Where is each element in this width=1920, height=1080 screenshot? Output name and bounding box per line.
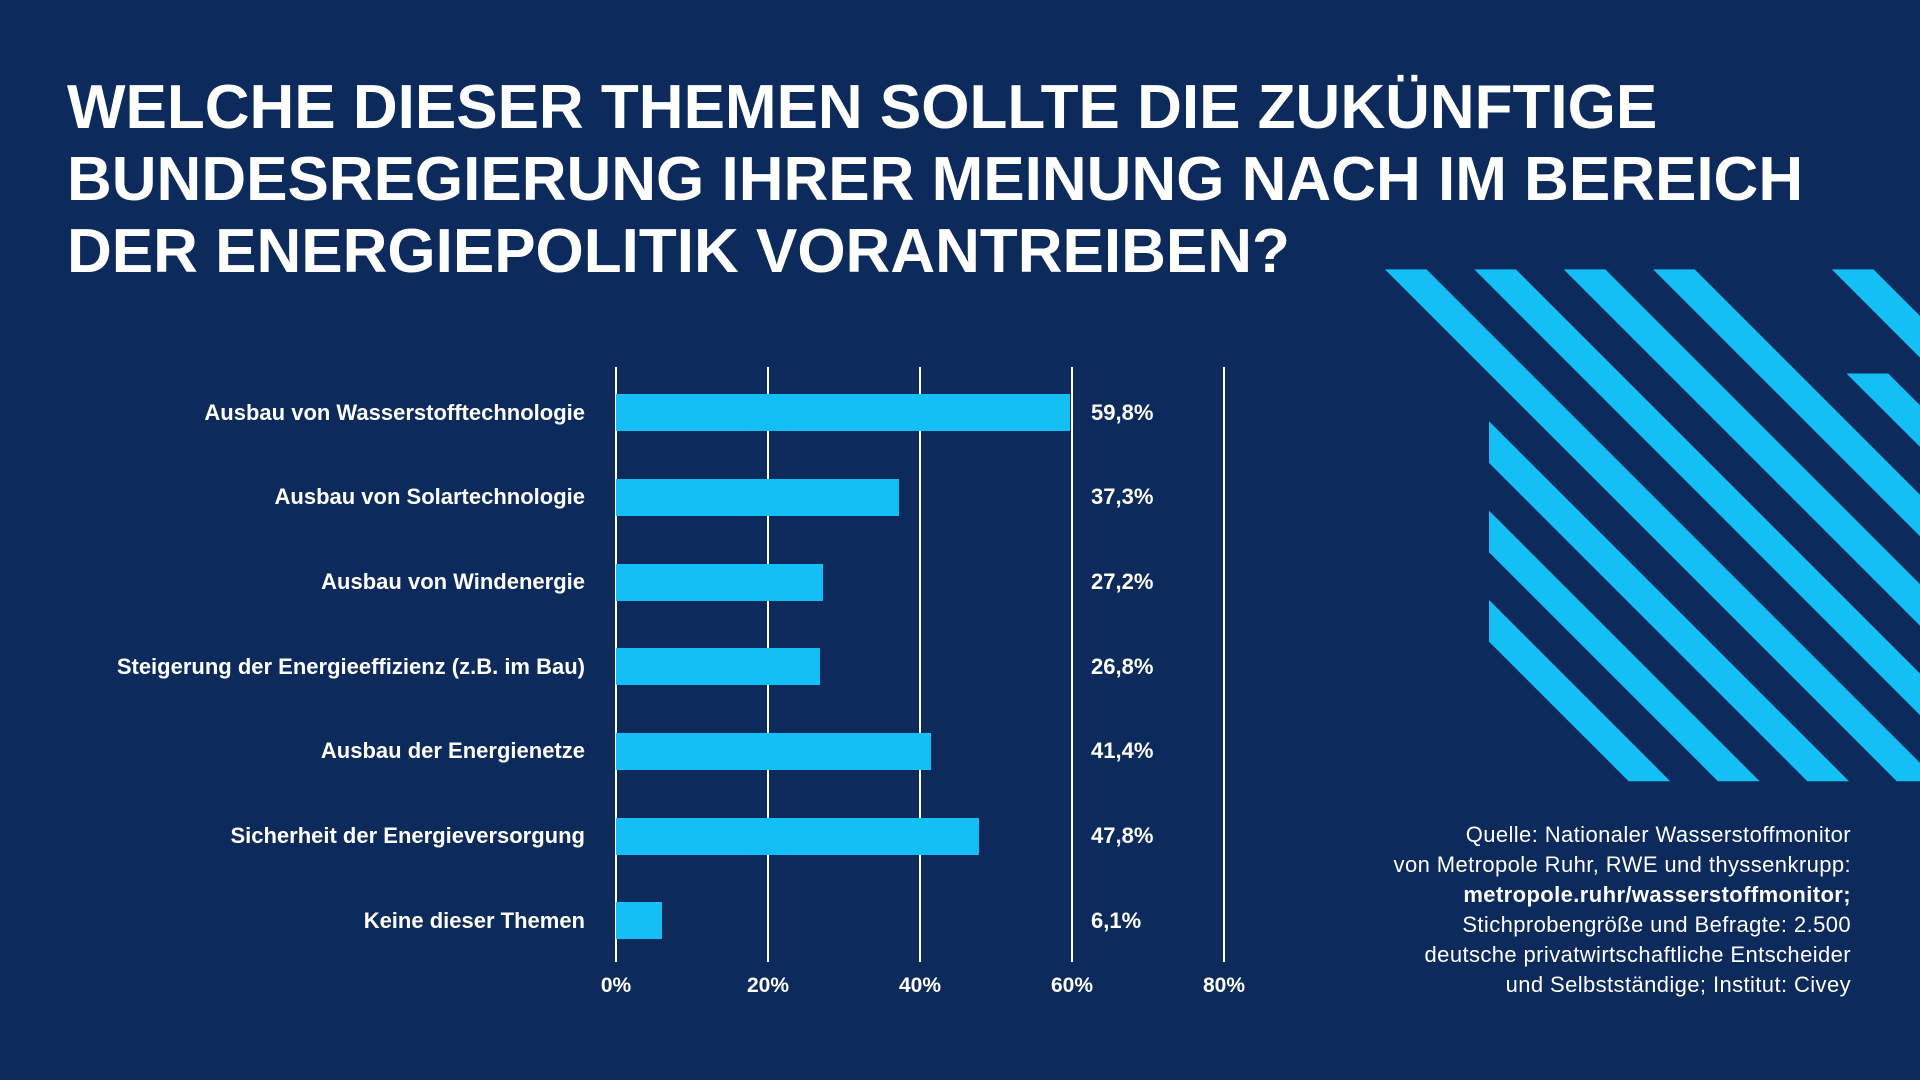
category-label-ausbau-von-solartechnologie: Ausbau von Solartechnologie — [274, 484, 585, 510]
category-label-ausbau-der-energienetze: Ausbau der Energienetze — [320, 738, 585, 764]
bar-ausbau-von-solartechnologie — [616, 478, 900, 516]
category-label-steigerung-der-energieeffizienz-z-b-im-bau: Steigerung der Energieeffizienz (z.B. im… — [116, 653, 585, 679]
decor-stripe — [1489, 600, 1671, 782]
x-tick-label-60: 60% — [1050, 974, 1094, 997]
source-line: und Selbstständige; Institut: Civey — [1505, 972, 1851, 997]
value-label-ausbau-von-solartechnologie: 37,3% — [1091, 484, 1154, 510]
category-label-sicherheit-der-energieversorgung: Sicherheit der Energieversorgung — [230, 823, 585, 849]
decor-stripe — [1846, 373, 1920, 447]
source-url: metropole.ruhr/wasserstoffmonitor; — [1463, 882, 1851, 907]
source-note: Quelle: Nationaler Wasserstoffmonitor vo… — [1151, 820, 1851, 1000]
value-label-keine-dieser-themen: 6,1% — [1091, 907, 1142, 933]
horizontal-bar-chart: 0% 20% 40% 60% 80% Ausbau von Wasserstofftech… — [0, 340, 1300, 1020]
value-label-ausbau-der-energienetze: 41,4% — [1091, 738, 1154, 764]
value-label-steigerung-der-energieeffizienz-z-b-im-bau: 26,8% — [1091, 653, 1154, 679]
gridline-60 — [1071, 367, 1073, 962]
bar-keine-dieser-themen — [616, 902, 663, 940]
x-tick-label-40: 40% — [898, 974, 942, 997]
gridline-80 — [1223, 367, 1225, 962]
value-label-ausbau-von-wasserstofftechnologie: 59,8% — [1091, 399, 1154, 425]
category-label-ausbau-von-wasserstofftechnologie: Ausbau von Wasserstofftechnologie — [204, 399, 585, 425]
decor-stripe — [1489, 510, 1760, 782]
value-label-sicherheit-der-energieversorgung: 47,8% — [1091, 823, 1154, 849]
decor-stripe — [1474, 269, 1920, 716]
source-line: Stichprobengröße und Befragte: 2.500 — [1462, 912, 1851, 937]
decor-stripe — [1653, 269, 1920, 537]
page-title: WELCHE DIESER THEMEN SOLLTE DIE ZUKÜNFTI… — [67, 73, 1804, 286]
x-tick-label-80: 80% — [1202, 974, 1246, 997]
source-line: Quelle: Nationaler Wasserstoffmonitor — [1465, 822, 1851, 847]
bar-ausbau-von-wasserstofftechnologie — [616, 394, 1071, 432]
bar-steigerung-der-energieeffizienz-z-b-im-bau — [616, 648, 820, 686]
category-label-ausbau-von-windenergie: Ausbau von Windenergie — [321, 569, 585, 594]
source-line: deutsche privatwirtschaftliche Entscheid… — [1424, 942, 1851, 967]
decor-stripe — [1384, 269, 1920, 782]
x-tick-label-20: 20% — [746, 974, 790, 997]
decor-stripe — [1563, 269, 1920, 626]
bar-sicherheit-der-energieversorgung — [616, 817, 980, 855]
decor-stripe — [1489, 421, 1849, 782]
bar-ausbau-von-windenergie — [616, 563, 823, 601]
x-tick-label-0: 0% — [600, 974, 632, 997]
category-label-keine-dieser-themen: Keine dieser Themen — [363, 907, 585, 933]
value-label-ausbau-von-windenergie: 27,2% — [1091, 569, 1154, 594]
decor-stripe — [1831, 269, 1920, 358]
source-line: von Metropole Ruhr, RWE und thyssenkrupp… — [1393, 852, 1851, 877]
bar-ausbau-der-energienetze — [616, 732, 931, 770]
gridline-40 — [919, 367, 921, 962]
